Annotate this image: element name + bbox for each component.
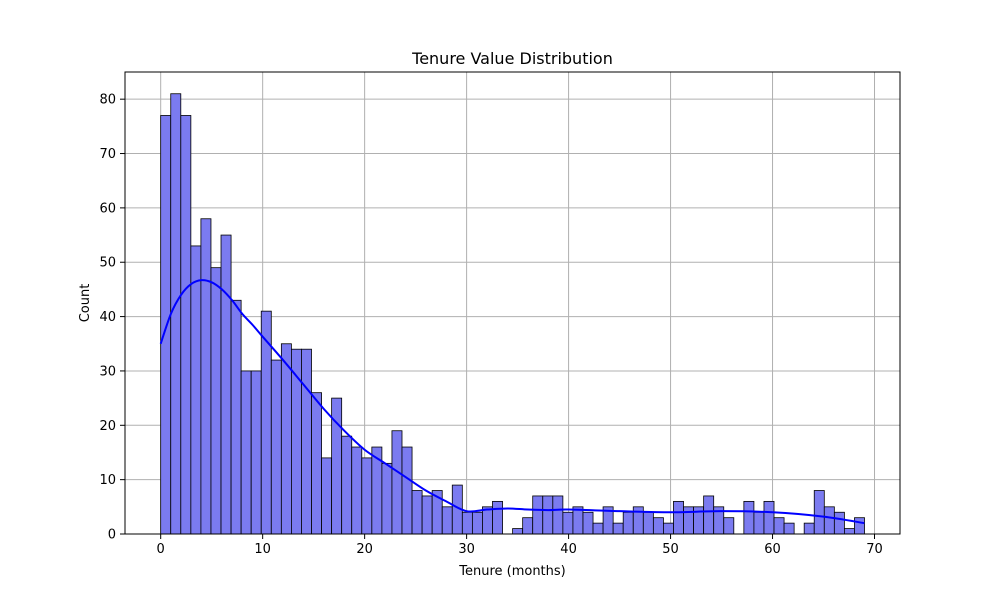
histogram-bar (743, 500, 755, 535)
x-axis-ticks: 0 10 20 30 40 50 60 70 (157, 534, 883, 557)
histogram-bar (190, 245, 202, 535)
histogram-bar (170, 93, 182, 535)
histogram-bar (341, 435, 353, 535)
histogram-bars (160, 93, 865, 535)
histogram-bar (552, 495, 564, 535)
histogram-bar (512, 528, 524, 535)
histogram-bar (351, 446, 363, 535)
x-tick-label: 10 (254, 542, 271, 557)
histogram-bar (844, 528, 855, 535)
histogram-bar (522, 517, 534, 535)
x-tick-label: 20 (356, 542, 373, 557)
histogram-bar (492, 500, 503, 535)
histogram-bar (200, 218, 212, 535)
histogram-bar (250, 370, 262, 535)
y-tick-label: 10 (99, 473, 116, 488)
histogram-bar (240, 370, 252, 535)
y-tick-label: 30 (99, 364, 116, 379)
histogram-bar (753, 511, 765, 535)
histogram-bar (642, 511, 654, 535)
histogram-bar (280, 343, 292, 535)
histogram-bar (411, 490, 423, 535)
x-tick-label: 30 (458, 542, 475, 557)
histogram-bar (270, 359, 282, 535)
x-tick-label: 50 (662, 542, 679, 557)
x-tick-label: 60 (764, 542, 781, 557)
histogram-bar (854, 517, 865, 535)
y-axis-label: Count (78, 284, 93, 323)
histogram-bar (813, 490, 825, 535)
histogram-bar (572, 506, 584, 535)
histogram-bar (622, 511, 634, 535)
histogram-bar (542, 495, 554, 535)
histogram-bar (582, 511, 594, 535)
histogram-bar (823, 506, 835, 535)
y-tick-label: 20 (99, 419, 116, 434)
histogram-bar (361, 457, 373, 535)
histogram-bar (301, 348, 312, 535)
histogram-bar (220, 234, 232, 535)
histogram-bar (833, 511, 845, 535)
x-axis-label: Tenure (months) (458, 564, 566, 579)
x-tick-label: 70 (866, 542, 883, 557)
histogram-bar (663, 522, 674, 535)
histogram-bar (562, 511, 574, 535)
histogram-bar (210, 267, 222, 535)
histogram-bar (160, 115, 172, 535)
plot-frame (124, 71, 901, 535)
y-tick-label: 70 (99, 147, 116, 162)
histogram-bar (180, 115, 192, 535)
histogram-bar (471, 511, 483, 535)
y-tick-label: 80 (99, 93, 116, 108)
y-tick-label: 40 (99, 310, 116, 325)
histogram-bar (461, 511, 473, 535)
y-tick-label: 60 (99, 201, 116, 216)
histogram-bar (401, 446, 413, 535)
histogram-bar (592, 522, 604, 535)
histogram-bar (532, 495, 544, 535)
histogram-bar (783, 522, 795, 535)
x-tick-label: 40 (560, 542, 577, 557)
chart-title: Tenure Value Distribution (411, 49, 613, 68)
histogram-bar (441, 506, 453, 535)
y-tick-label: 50 (99, 256, 116, 271)
y-axis-ticks: 0 10 20 30 40 50 60 70 80 (99, 93, 125, 543)
histogram-bar (321, 457, 333, 535)
kde-line (159, 279, 865, 525)
histogram-bar (421, 495, 433, 535)
histogram-bar (230, 299, 242, 535)
histogram-bar (612, 522, 624, 535)
y-tick-label: 0 (108, 528, 116, 543)
histogram-bar (652, 517, 664, 535)
histogram-bar (311, 392, 322, 535)
histogram-bar (391, 430, 403, 535)
x-tick-label: 0 (157, 542, 165, 557)
histogram-bar (703, 495, 715, 535)
histogram-bar (482, 506, 493, 535)
histogram-bar (673, 500, 684, 535)
histogram-bar (803, 522, 815, 535)
histogram-bar (381, 462, 393, 535)
histogram-bar (773, 517, 785, 535)
histogram-bar (763, 500, 775, 535)
histogram-bar (723, 517, 735, 535)
